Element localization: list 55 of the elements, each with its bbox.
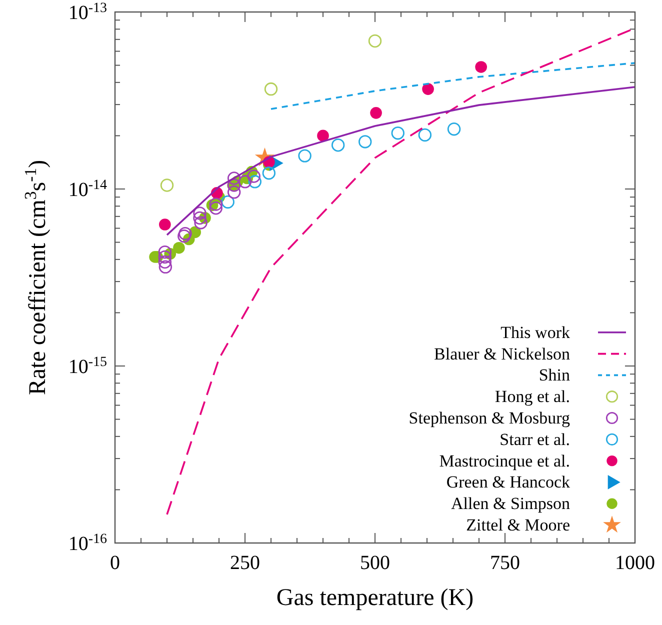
x-tick-label: 750 (490, 552, 520, 574)
x-tick-label: 500 (360, 552, 390, 574)
x-tick-label: 0 (110, 552, 120, 574)
x-axis-title: Gas temperature (K) (276, 585, 474, 611)
point (247, 170, 260, 183)
line-series (270, 62, 636, 110)
point (158, 250, 172, 264)
legend-label: Starr et al. (500, 430, 570, 449)
point (194, 216, 208, 230)
point (422, 83, 434, 95)
point (262, 166, 276, 180)
point (368, 34, 382, 48)
legend-label: Blauer & Nickelson (434, 344, 570, 364)
point (160, 178, 174, 192)
legend-label: Stephenson & Mosburg (408, 408, 570, 428)
point (158, 255, 172, 269)
point (209, 201, 222, 215)
y-tick-label: 10$^{-16}$ (68, 532, 107, 555)
point (227, 172, 241, 185)
point (298, 149, 312, 162)
point (173, 242, 185, 254)
point (193, 206, 206, 220)
line-series (166, 86, 636, 236)
y-tick-label: 10$^{-14}$ (68, 178, 107, 201)
point (264, 82, 278, 96)
point (159, 218, 171, 230)
point (158, 260, 172, 274)
point (178, 226, 192, 240)
point (248, 175, 262, 188)
point (358, 135, 372, 148)
legend-label: This work (500, 322, 570, 342)
point (447, 122, 461, 136)
legend-label: Green & Hancock (446, 472, 570, 492)
x-tick-label: 250 (230, 552, 260, 574)
point (238, 175, 252, 188)
x-tick-label: 1000 (615, 552, 655, 574)
y-tick-label: 10$^{-13}$ (68, 0, 107, 24)
legend-label: Zittel & Moore (466, 516, 570, 534)
point (331, 138, 345, 152)
legend-label: Mastrocinque et al. (439, 451, 570, 470)
point (317, 130, 329, 142)
y-tick-label: 10$^{-15}$ (68, 354, 107, 378)
point (193, 211, 206, 225)
point (475, 61, 487, 73)
point (370, 107, 382, 119)
point (209, 198, 222, 211)
point (418, 128, 432, 142)
point (221, 195, 234, 209)
legend-label: Shin (538, 366, 570, 385)
point (158, 246, 172, 259)
point (391, 126, 404, 140)
point (227, 186, 241, 199)
point (178, 229, 191, 243)
legend-label: Hong et al. (494, 387, 570, 406)
legend-label: Allen & Simpson (450, 494, 570, 514)
